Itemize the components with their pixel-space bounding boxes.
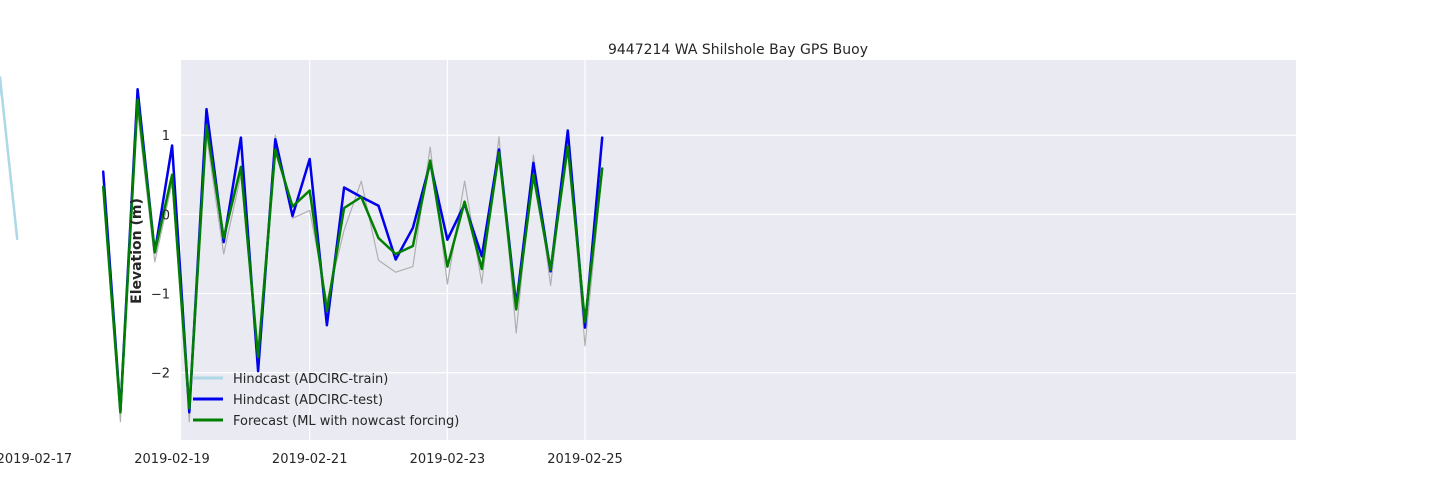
chart-title: 9447214 WA Shilshole Bay GPS Buoy [608, 42, 868, 58]
x-tick-label: 2019-02-21 [272, 452, 348, 467]
y-axis-label: Elevation (m) [129, 198, 145, 304]
legend-label-train: Hindcast (ADCIRC-train) [233, 372, 388, 387]
x-tick-label: 2019-02-25 [547, 452, 623, 467]
x-tick-label: 2019-02-17 [0, 452, 72, 467]
y-tick-label: 1 [162, 129, 170, 144]
grid [33, 60, 1296, 440]
legend: Hindcast (ADCIRC-train) Hindcast (ADCIRC… [193, 372, 459, 429]
forecast-line [101, 98, 604, 414]
x-tick-labels: 2019-02-112019-02-132019-02-152019-02-17… [0, 452, 623, 467]
legend-label-test: Hindcast (ADCIRC-test) [233, 393, 383, 408]
x-tick-label: 2019-02-23 [410, 452, 486, 467]
x-tick-label: 2019-02-19 [134, 452, 210, 467]
hindcast-train-line [0, 76, 19, 241]
y-tick-labels: 1 0 −1 −2 [151, 129, 170, 382]
y-tick-label: −2 [151, 367, 170, 382]
y-tick-label: 0 [162, 208, 170, 223]
y-tick-label: −1 [151, 288, 170, 303]
series-lines [0, 76, 604, 423]
plot-area [181, 60, 1296, 440]
legend-label-forecast: Forecast (ML with nowcast forcing) [233, 414, 459, 429]
